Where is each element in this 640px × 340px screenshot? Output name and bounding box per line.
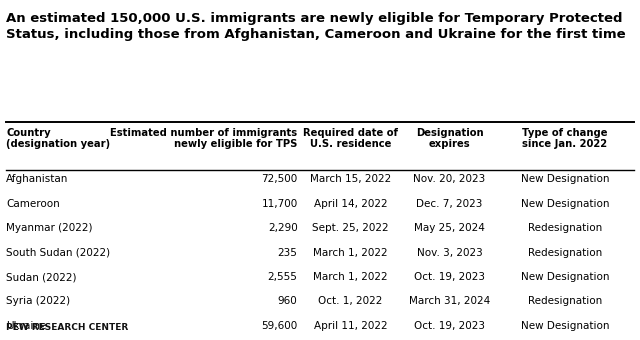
Text: Redesignation: Redesignation: [527, 296, 602, 306]
Text: Ukraine: Ukraine: [6, 321, 47, 331]
Text: 59,600: 59,600: [261, 321, 298, 331]
Text: New Designation: New Designation: [520, 174, 609, 184]
Text: Estimated number of immigrants
newly eligible for TPS: Estimated number of immigrants newly eli…: [111, 128, 298, 149]
Text: Oct. 1, 2022: Oct. 1, 2022: [318, 296, 383, 306]
Text: Syria (2022): Syria (2022): [6, 296, 70, 306]
Text: 960: 960: [278, 296, 298, 306]
Text: An estimated 150,000 U.S. immigrants are newly eligible for Temporary Protected
: An estimated 150,000 U.S. immigrants are…: [6, 12, 626, 41]
Text: PEW RESEARCH CENTER: PEW RESEARCH CENTER: [6, 323, 129, 332]
Text: Designation
expires: Designation expires: [416, 128, 483, 149]
Text: South Sudan (2022): South Sudan (2022): [6, 248, 111, 257]
Text: 235: 235: [278, 248, 298, 257]
Text: Redesignation: Redesignation: [527, 223, 602, 233]
Text: Redesignation: Redesignation: [527, 248, 602, 257]
Text: April 14, 2022: April 14, 2022: [314, 199, 387, 208]
Text: March 15, 2022: March 15, 2022: [310, 174, 391, 184]
Text: 2,555: 2,555: [268, 272, 298, 282]
Text: Oct. 19, 2023: Oct. 19, 2023: [414, 321, 485, 331]
Text: 72,500: 72,500: [261, 174, 298, 184]
Text: Afghanistan: Afghanistan: [6, 174, 68, 184]
Text: Nov. 3, 2023: Nov. 3, 2023: [417, 248, 483, 257]
Text: March 1, 2022: March 1, 2022: [313, 272, 388, 282]
Text: Dec. 7, 2023: Dec. 7, 2023: [417, 199, 483, 208]
Text: Country
(designation year): Country (designation year): [6, 128, 111, 149]
Text: Nov. 20, 2023: Nov. 20, 2023: [413, 174, 486, 184]
Text: New Designation: New Designation: [520, 272, 609, 282]
Text: Sept. 25, 2022: Sept. 25, 2022: [312, 223, 388, 233]
Text: New Designation: New Designation: [520, 199, 609, 208]
Text: Myanmar (2022): Myanmar (2022): [6, 223, 93, 233]
Text: April 11, 2022: April 11, 2022: [314, 321, 387, 331]
Text: New Designation: New Designation: [520, 321, 609, 331]
Text: Sudan (2022): Sudan (2022): [6, 272, 77, 282]
Text: March 31, 2024: March 31, 2024: [409, 296, 490, 306]
Text: March 1, 2022: March 1, 2022: [313, 248, 388, 257]
Text: 11,700: 11,700: [261, 199, 298, 208]
Text: Required date of
U.S. residence: Required date of U.S. residence: [303, 128, 398, 149]
Text: Oct. 19, 2023: Oct. 19, 2023: [414, 272, 485, 282]
Text: 2,290: 2,290: [268, 223, 298, 233]
Text: Type of change
since Jan. 2022: Type of change since Jan. 2022: [522, 128, 607, 149]
Text: May 25, 2024: May 25, 2024: [414, 223, 485, 233]
Text: Cameroon: Cameroon: [6, 199, 60, 208]
